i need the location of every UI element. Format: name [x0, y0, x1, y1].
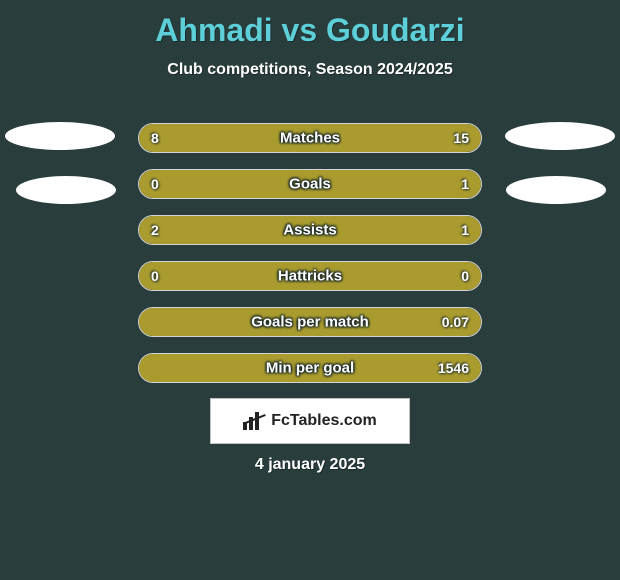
stat-row-goals: 0 Goals 1 [138, 169, 482, 199]
page-title: Ahmadi vs Goudarzi [0, 0, 620, 49]
subtitle: Club competitions, Season 2024/2025 [0, 61, 620, 79]
stat-fill-right [139, 354, 481, 382]
stat-fill-left [139, 124, 258, 152]
stat-row-matches: 8 Matches 15 [138, 123, 482, 153]
badge-text: FcTables.com [271, 412, 377, 430]
team-emblem-left-2 [16, 176, 116, 204]
fctables-badge[interactable]: FcTables.com [210, 398, 410, 444]
stat-row-assists: 2 Assists 1 [138, 215, 482, 245]
team-emblem-left-1 [5, 122, 115, 150]
stat-fill-left [139, 216, 367, 244]
stat-row-goals-per-match: Goals per match 0.07 [138, 307, 482, 337]
date-label: 4 january 2025 [0, 456, 620, 474]
stat-fill-left [139, 170, 201, 198]
stat-fill-left [139, 262, 310, 290]
stat-row-hattricks: 0 Hattricks 0 [138, 261, 482, 291]
team-emblem-right-1 [505, 122, 615, 150]
team-emblem-right-2 [506, 176, 606, 204]
stat-fill-right [367, 216, 481, 244]
stats-container: 8 Matches 15 0 Goals 1 2 Assists 1 0 Hat… [138, 123, 482, 399]
stat-fill-right [201, 170, 481, 198]
stat-row-min-per-goal: Min per goal 1546 [138, 353, 482, 383]
stat-fill-right [258, 124, 481, 152]
bar-chart-icon [243, 412, 265, 430]
stat-fill-right [310, 262, 481, 290]
stat-fill-right [139, 308, 481, 336]
